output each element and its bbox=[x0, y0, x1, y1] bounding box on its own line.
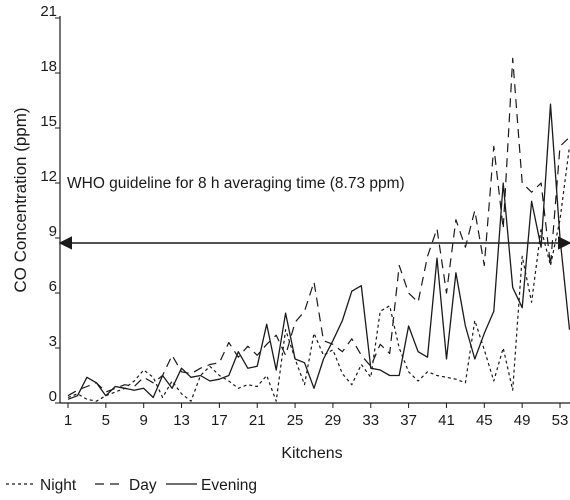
y-tick-label: 3 bbox=[49, 333, 57, 350]
x-tick-label: 1 bbox=[64, 412, 72, 429]
y-tick-label: 21 bbox=[40, 3, 57, 20]
x-tick-label: 29 bbox=[325, 412, 342, 429]
axes-layer bbox=[59, 16, 570, 404]
legend: Night Day Evening bbox=[6, 477, 257, 494]
y-tick-label: 12 bbox=[40, 168, 57, 185]
y-tick-label: 6 bbox=[49, 278, 57, 295]
y-tick-label: 0 bbox=[49, 388, 57, 405]
y-axis-title: CO Concentration (ppm) bbox=[11, 107, 30, 292]
series-day bbox=[67, 57, 570, 397]
series-night bbox=[67, 146, 570, 402]
x-tick-label: 33 bbox=[362, 412, 379, 429]
x-tick-label: 25 bbox=[287, 412, 304, 429]
series-layer bbox=[67, 57, 570, 402]
y-tick-label: 9 bbox=[49, 223, 57, 240]
guideline-label: WHO guideline for 8 h averaging time (8.… bbox=[67, 175, 405, 192]
x-tick-label: 49 bbox=[514, 412, 531, 429]
x-tick-label: 5 bbox=[102, 412, 110, 429]
x-tick-label: 21 bbox=[249, 412, 266, 429]
x-tick-label: 13 bbox=[173, 412, 190, 429]
x-tick-label: 53 bbox=[552, 412, 569, 429]
legend-label-evening: Evening bbox=[201, 477, 257, 494]
legend-label-night: Night bbox=[40, 477, 77, 494]
series-line-day bbox=[67, 57, 570, 397]
y-tick-label: 15 bbox=[40, 113, 57, 130]
x-axis-title: Kitchens bbox=[281, 445, 342, 462]
x-tick-label: 45 bbox=[476, 412, 493, 429]
x-tick-label: 9 bbox=[140, 412, 148, 429]
x-tick-label: 17 bbox=[211, 412, 228, 429]
series-line-night bbox=[67, 146, 570, 402]
y-tick-label: 18 bbox=[40, 58, 57, 75]
series-evening bbox=[67, 103, 570, 400]
legend-label-day: Day bbox=[129, 477, 157, 494]
x-tick-label: 41 bbox=[438, 412, 455, 429]
series-line-evening bbox=[67, 103, 570, 400]
annotation-layer: WHO guideline for 8 h averaging time (8.… bbox=[58, 175, 570, 250]
x-tick-label: 37 bbox=[400, 412, 417, 429]
